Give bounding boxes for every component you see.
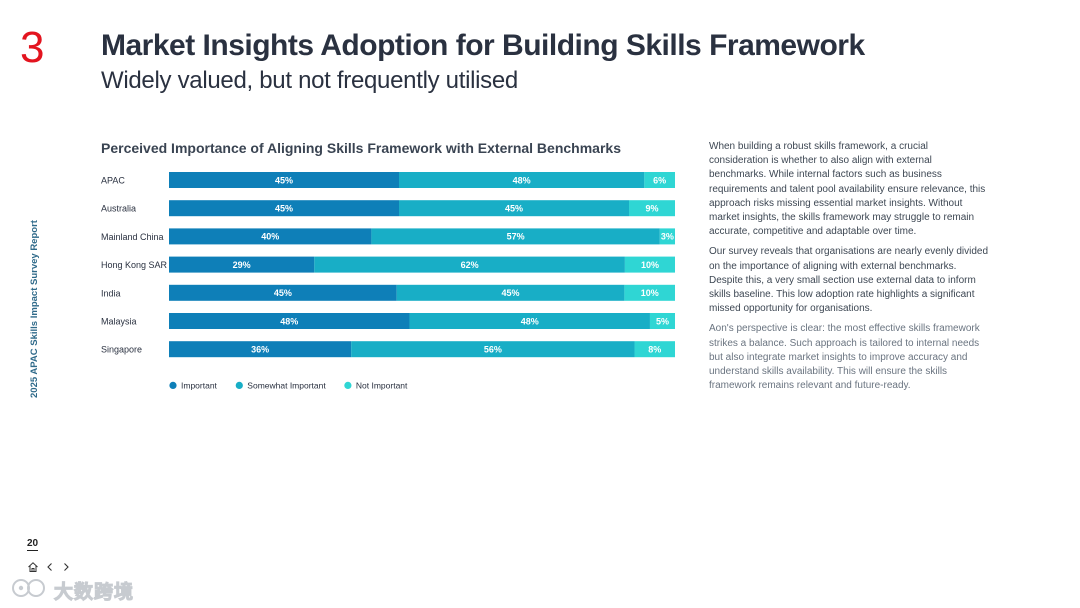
chart-title: Perceived Importance of Aligning Skills … [101, 140, 621, 156]
data-label: 56% [484, 345, 502, 355]
data-label: 5% [656, 316, 669, 326]
body-paragraph-3: Aon's perspective is clear: the most eff… [709, 323, 980, 392]
body-text: When building a robust skills framework,… [709, 140, 989, 399]
bar-segment [634, 341, 675, 358]
bar-segment [399, 200, 629, 217]
chevron-left-icon[interactable] [45, 561, 55, 573]
data-label: 45% [275, 175, 293, 185]
data-label: 48% [521, 316, 539, 326]
legend-label: Important [181, 381, 218, 391]
watermark-logo-icon [10, 576, 50, 605]
chevron-right-icon[interactable] [61, 561, 71, 573]
data-label: 62% [461, 260, 479, 270]
data-label: 10% [641, 260, 659, 270]
data-label: 45% [274, 288, 292, 298]
bar-segment [169, 228, 372, 245]
body-paragraph-2: Our survey reveals that organisations ar… [709, 246, 989, 315]
data-label: 45% [275, 204, 293, 214]
data-label: 57% [507, 232, 525, 242]
data-label: 48% [513, 175, 531, 185]
bar-segment [169, 256, 315, 273]
bar-segment [169, 200, 399, 217]
report-side-label: 2025 APAC Skills Impact Survey Report [29, 220, 40, 398]
watermark: 大数跨境 [10, 576, 134, 605]
data-label: 36% [251, 345, 269, 355]
bar-segment [644, 172, 675, 188]
category-label: Australia [101, 204, 136, 214]
category-label: Mainland China [101, 232, 164, 242]
bar-segment [629, 200, 675, 217]
watermark-text: 大数跨境 [53, 582, 135, 604]
data-label: 29% [233, 260, 251, 270]
page-title: Market Insights Adoption for Building Sk… [101, 29, 865, 62]
data-label: 9% [645, 204, 658, 214]
data-label: 3% [661, 232, 674, 242]
legend-label: Not Important [356, 381, 408, 391]
bar-segment [351, 341, 635, 358]
data-label: 45% [505, 204, 523, 214]
page-navigation [27, 561, 71, 573]
section-number: 3 [20, 23, 45, 72]
bar-segment [624, 284, 675, 301]
bar-segment [649, 313, 675, 329]
bar-segment [409, 313, 650, 329]
bar-segment [396, 284, 625, 301]
bar-segment [169, 172, 399, 188]
data-label: 40% [261, 232, 279, 242]
bar-segment [169, 284, 397, 301]
category-label: APAC [101, 176, 125, 186]
category-label: India [101, 288, 121, 298]
data-label: 10% [641, 288, 659, 298]
bar-segment [659, 228, 675, 245]
category-label: Malaysia [101, 317, 137, 327]
data-label: 48% [280, 316, 298, 326]
bar-segment [399, 172, 645, 188]
data-label: 6% [653, 175, 666, 185]
legend-label: Somewhat Important [247, 381, 326, 391]
bar-segment [624, 256, 675, 273]
bar-segment [314, 256, 625, 273]
legend-marker [169, 381, 177, 389]
category-label: Hong Kong SAR [101, 260, 168, 270]
category-label: Singapore [101, 345, 142, 355]
body-paragraph-1: When building a robust skills framework,… [709, 141, 986, 238]
page-number: 20 [27, 538, 39, 551]
bar-segment [169, 341, 352, 358]
bar-segment [169, 313, 410, 329]
legend-marker [235, 381, 243, 389]
data-label: 8% [648, 345, 661, 355]
page-subtitle: Widely valued, but not frequently utilis… [101, 67, 518, 94]
legend-marker [344, 381, 352, 389]
home-icon[interactable] [27, 561, 39, 573]
stacked-bar-chart: APAC 45% 48% 6% Australia 45% 45% 9% Mainland Ch… [101, 172, 675, 391]
data-label: 45% [502, 288, 520, 298]
bar-segment [371, 228, 660, 245]
